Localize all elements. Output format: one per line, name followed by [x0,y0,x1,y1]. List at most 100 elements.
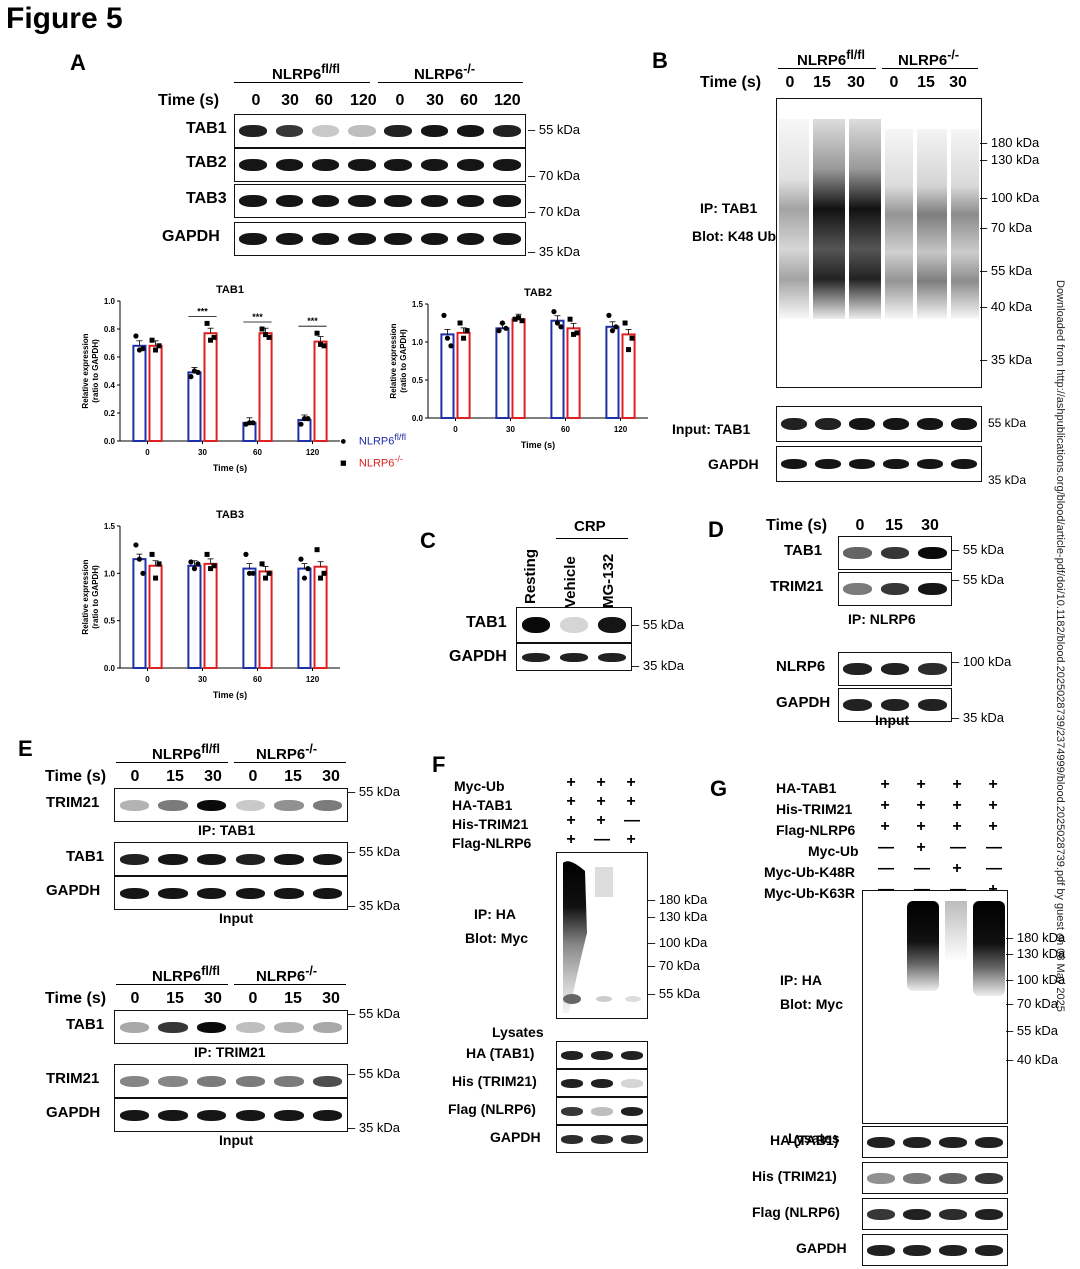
bar-fl [187,371,202,442]
panel-c-tab1-blot [516,607,632,643]
panel-g-blot-2-band [939,1208,967,1220]
x-axis-label: Time (s) [213,463,247,473]
panel-e-top-line2 [234,762,346,764]
panel-b-blot: Blot: K48 Ub [692,228,776,244]
panel-a-blot-tab1 [234,114,526,148]
panel-e-bot-blot-trim21-band [274,1075,304,1087]
bar-ko [258,570,273,669]
panel-a-row-gapdh: GAPDH [162,228,220,245]
panel-f-mw-3: – 70 kDa [648,958,701,973]
panel-c-label: C [420,528,436,553]
panel-e-bot-row-trim21: TRIM21 [46,1070,100,1087]
data-point-ko [259,561,265,567]
panel-d-blot-gapdh-band [843,699,872,711]
panel-a-blot-gapdh-band [420,233,449,245]
panel-g-sign-4-1: — [914,860,930,877]
panel-b-line2 [882,68,978,70]
panel-f-row-3: GAPDH [490,1129,541,1145]
panel-g-row-1: His (TRIM21) [752,1168,837,1184]
data-point-fl [609,328,616,334]
panel-f-sign-2-0: + [566,812,576,829]
panel-e-bot-blot-trim21-band [196,1075,227,1087]
panel-d-blot-trim21-band [918,583,947,595]
panel-e-top-time-0: 0 [130,768,140,785]
panel-g-blot-0-band [975,1136,1003,1148]
panel-a-time-2: 60 [315,92,333,109]
panel-b-mw-gapdh: 35 kDa [988,473,1027,487]
panel-f-blot-3-band [560,1134,584,1144]
data-point-ko [208,337,214,343]
y-tick-label: 0.8 [104,325,116,334]
panel-e-bot-time-1: 15 [166,990,184,1007]
panel-a-time-1: 30 [281,92,299,109]
panel-g-sign-1-2: + [952,797,962,814]
panel-f-blot-3-band [590,1134,614,1144]
panel-e-top-blot-trim21-band [196,799,227,811]
panel-g-sign-1-3: + [988,797,998,814]
x-tick-label: 0 [145,448,150,457]
panel-f-blot-2-band [620,1106,644,1116]
data-point-ko [629,335,635,341]
panel-g-blot-0-band [903,1136,931,1148]
x-tick-label: 120 [306,448,320,457]
x-tick-label: 30 [506,425,515,434]
panel-a-blot-tab2-band [239,159,267,171]
data-point-ko [208,566,214,572]
panel-e-top-time-label: Time (s) [45,768,107,785]
panel-g-cond-0: HA-TAB1 [776,780,837,796]
panel-f-ub-smear [563,861,641,1013]
data-point-fl [140,346,146,352]
panel-f-row-0: HA (TAB1) [466,1045,535,1061]
panel-b-time-5: 30 [949,74,967,91]
panel-g-cond-2: Flag-NLRP6 [776,822,856,838]
panel-d-label: D [708,517,724,542]
x-tick-label: 0 [145,675,150,684]
panel-b-ub-blot [776,98,982,388]
panel-e-top-blot-tab1 [114,842,348,876]
y-tick-label: 1.0 [412,338,424,347]
x-tick-label: 30 [198,448,207,457]
data-point-ko [512,316,518,322]
panel-e-bot-line2 [234,984,346,986]
panel-f-blot-0-band [620,1050,644,1060]
panel-d-blot-nlrp6-band [843,663,872,675]
data-point-ko [156,561,162,567]
panel-d-blot-gapdh-band [880,699,910,711]
data-point-ko [153,347,159,353]
panel-c-row-tab1: TAB1 [466,614,507,631]
panel-f-sign-1-2: + [626,793,636,810]
panel-g-mw-1: – 130 kDa [1006,946,1066,961]
panel-c-gapdh-blot-band [597,652,627,662]
panel-g-ip: IP: HA [780,972,822,988]
panel-d-blot-tab1 [838,536,952,570]
panel-e-top-row-gapdh: GAPDH [46,882,101,899]
panel-d-blot-tab1-band [918,547,947,559]
panel-b-gapdh-blot [776,446,982,482]
panel-b-label: B [652,48,668,73]
panel-b-time-4: 15 [917,74,935,91]
panel-f-cond-1: HA-TAB1 [452,797,513,813]
bar-ko [258,332,273,443]
panel-b-time-label: Time (s) [700,74,762,91]
y-axis-label: Relative expression(ratio to GAPDH) [389,323,408,398]
x-tick-label: 60 [561,425,570,434]
panel-g-label: G [710,776,728,801]
tab2-bar-chart: TAB2 0.0 0.5 1.0 1.5 Relative expression(rati… [370,282,660,452]
panel-b-gapdh-blot-band [883,459,909,469]
panel-e-top-blot-gapdh-band [196,887,227,899]
panel-e-top-input: Input [219,910,254,926]
data-point-fl [191,566,198,572]
panel-e-top-blot-trim21-band [235,799,265,811]
panel-e-bot-time-5: 30 [322,990,340,1007]
bar-fl [550,319,565,419]
panel-b-group2: NLRP6-/- [898,48,959,69]
panel-d-blot-nlrp6-band [918,663,947,675]
bar-fl [187,564,202,669]
panel-g-row-0: HA (TAB1) [770,1132,839,1148]
figure-title: Figure 5 [6,2,123,35]
panel-e-bot-blot-tab1-band [274,1021,304,1033]
panel-e-top-time-5: 30 [322,768,340,785]
panel-e-bot-time-2: 30 [204,990,222,1007]
panel-a-blot-tab3-band [420,195,449,207]
panel-d-mw-1: – 55 kDa [952,572,1005,587]
